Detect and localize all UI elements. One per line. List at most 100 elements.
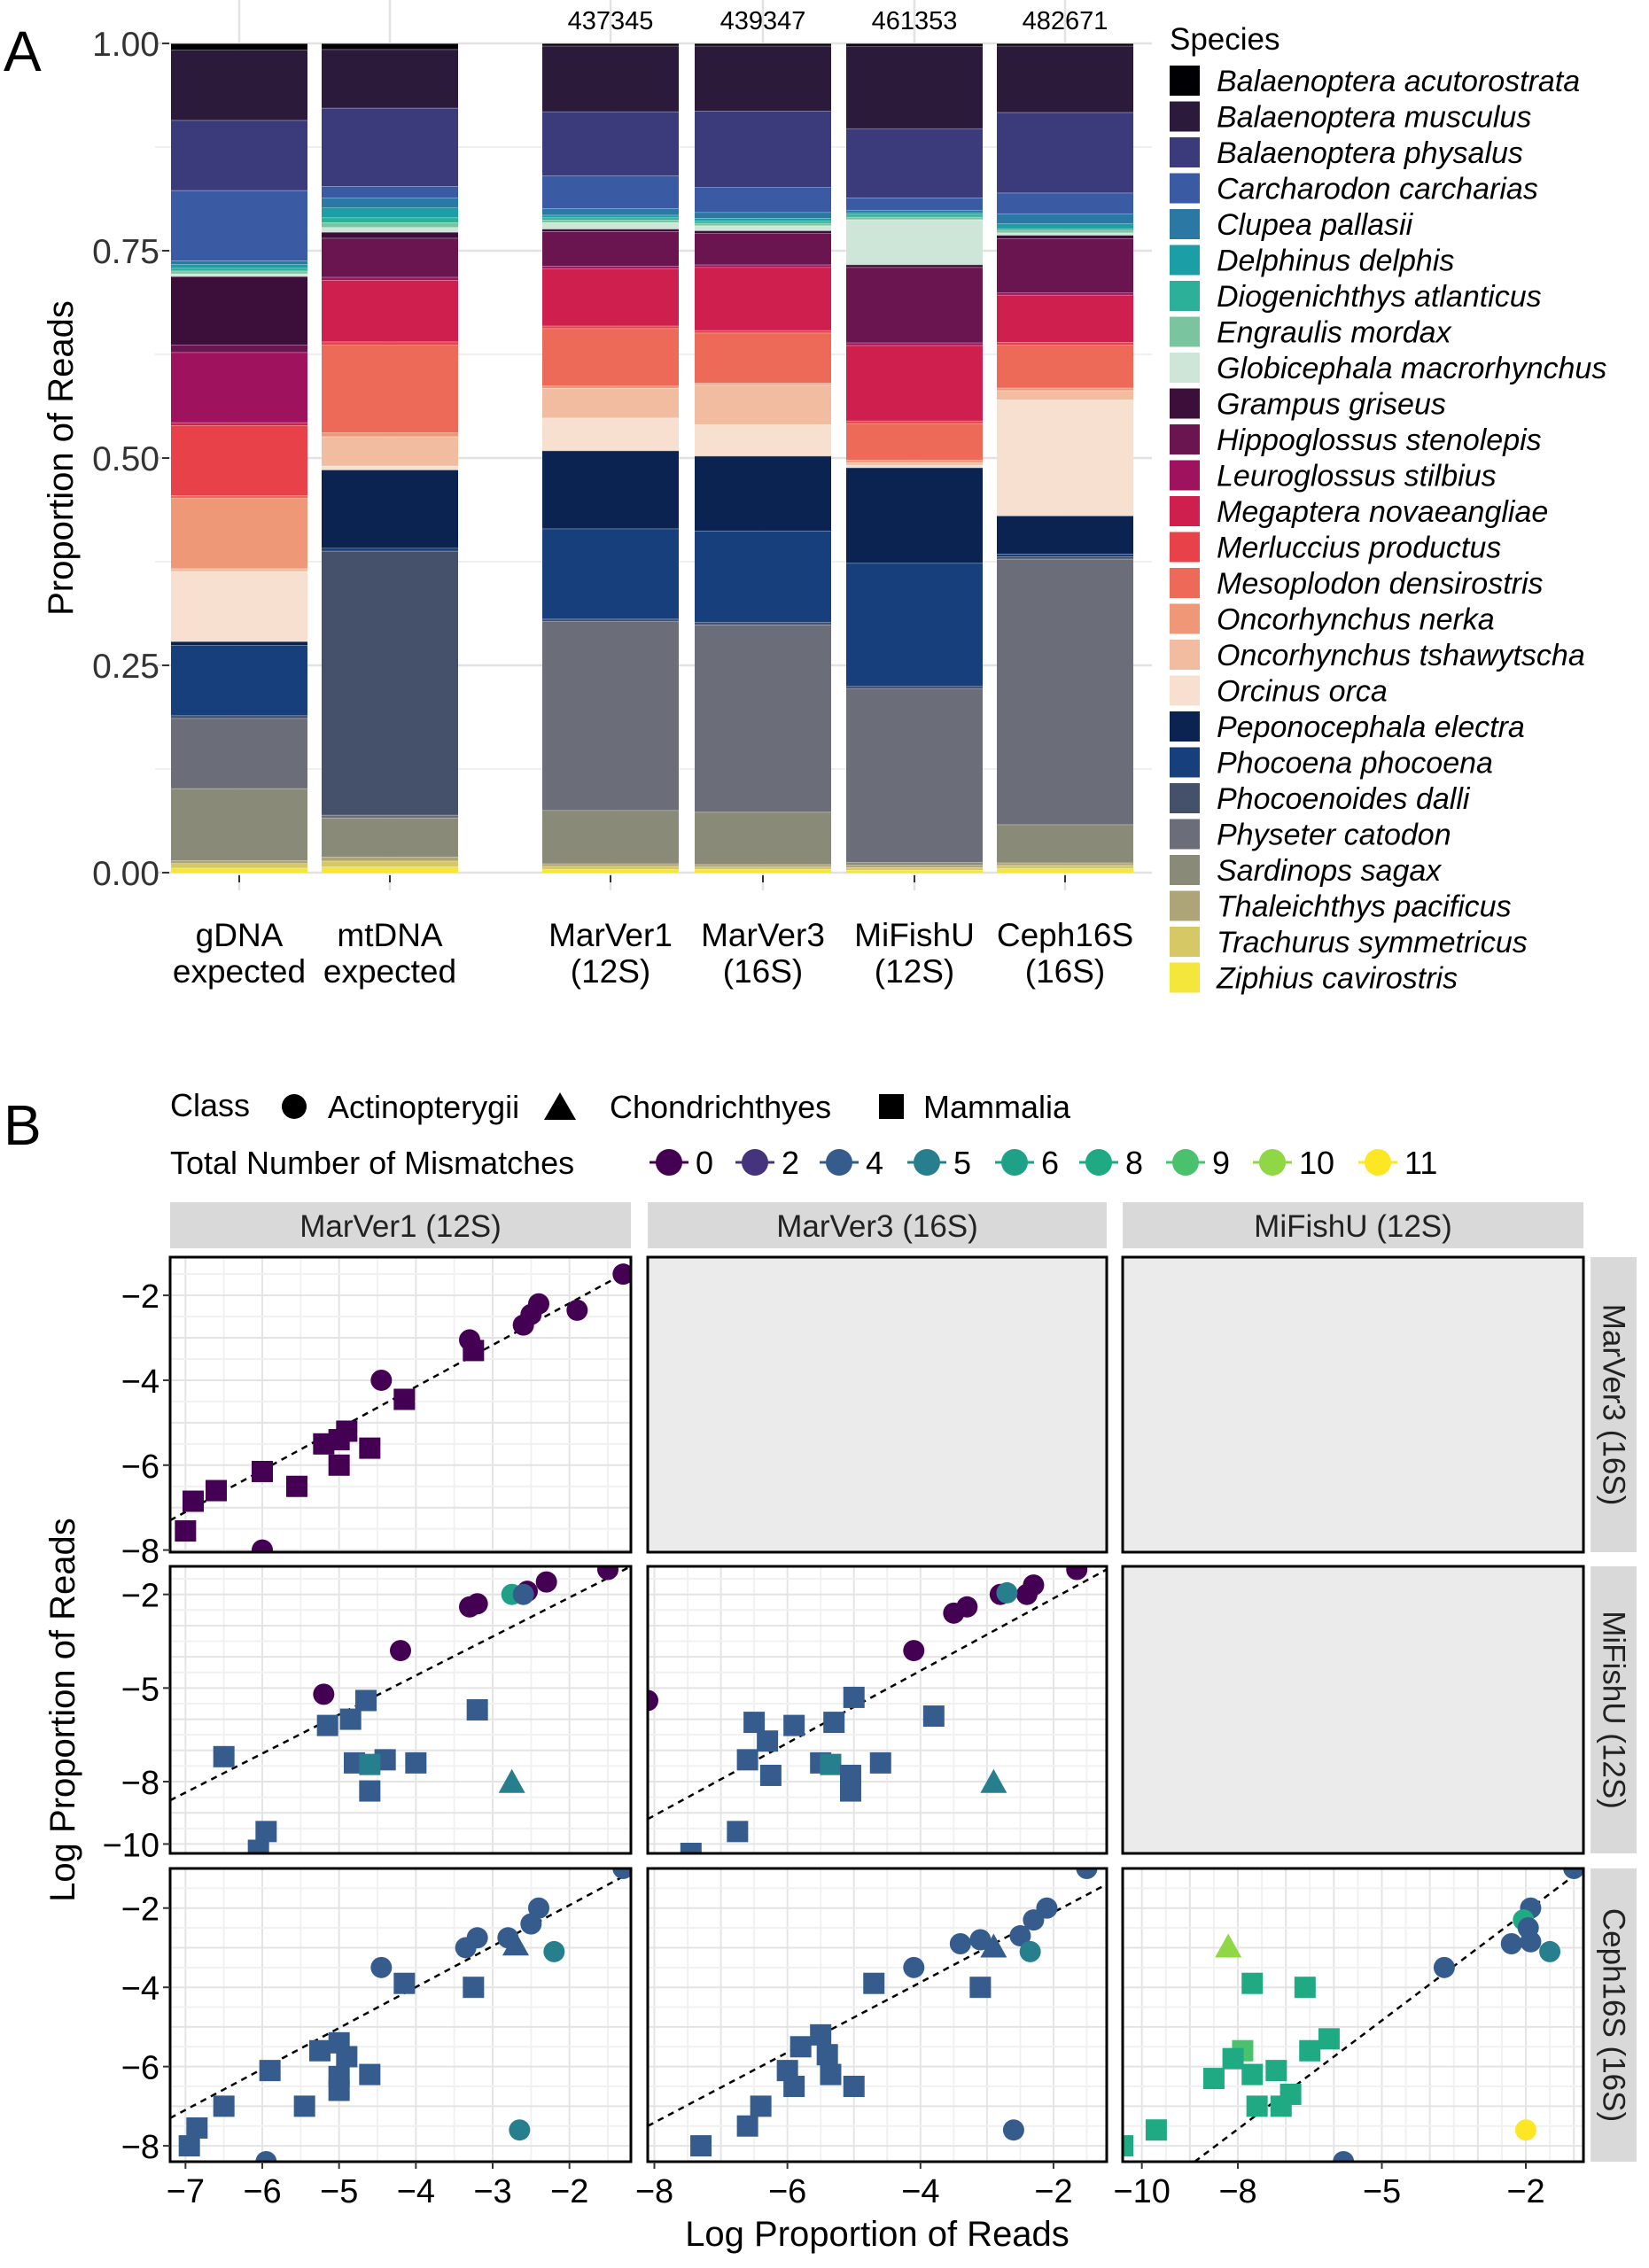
bar-segment [171, 498, 307, 569]
scatter-point-square [1241, 2063, 1264, 2085]
panel-background [648, 1566, 1107, 1853]
bar-segment [171, 50, 307, 120]
mismatch-legend-swatch [656, 1149, 682, 1176]
bar-segment [997, 342, 1133, 346]
bar-segment [542, 220, 679, 223]
scatter-point-triangle [502, 1931, 529, 1956]
x-tick-label: −4 [901, 2173, 939, 2210]
panel-content [170, 1257, 631, 1552]
scatter-point-square [690, 2135, 712, 2157]
x-tick-label: MiFishU [854, 917, 975, 953]
bar-segment [846, 464, 983, 468]
scatter-point-circle [566, 1299, 588, 1321]
bar-segment [322, 49, 458, 108]
bar-segment [846, 420, 983, 423]
legend-label: Hippoglossus stenolepis [1217, 423, 1542, 457]
bar-segment [542, 208, 679, 215]
bar-segment [322, 198, 458, 208]
bar-segment [846, 862, 983, 866]
scatter-point-circle [903, 1640, 925, 1662]
bar-segment [695, 267, 831, 330]
scatter-point-square [286, 1475, 307, 1497]
legend-label: Globicephala macrorhynchus [1217, 352, 1606, 385]
bar-segment [322, 217, 458, 222]
scatter-point-circle [528, 1897, 549, 1919]
bar-segment [846, 209, 983, 213]
facet-strip-label: MarVer1 (12S) [299, 1209, 502, 1244]
mismatch-legend-label: 5 [953, 1145, 971, 1181]
scatter-point-square [259, 2060, 281, 2082]
scatter-point-square [339, 1708, 362, 1730]
bar-segment [997, 238, 1133, 293]
facet-strip-right [1591, 1868, 1637, 2162]
panel-border [1121, 1867, 1585, 2163]
bar-segment [171, 863, 307, 868]
bar-segment [171, 860, 307, 864]
bar-segment [846, 216, 983, 220]
scatter-point-square [743, 1712, 766, 1734]
facet-strip-label: MiFishU (12S) [1597, 1611, 1631, 1809]
class-legend-label: Actinopterygii [328, 1089, 519, 1125]
legend-swatch [1170, 281, 1200, 311]
x-tick-label: −5 [1363, 2173, 1401, 2210]
bar-segment [846, 264, 983, 268]
bar-segment [846, 212, 983, 214]
scatter-point-square [252, 1460, 273, 1482]
scatter-point-circle [1019, 1940, 1041, 1962]
y-tick-label: 0.25 [92, 648, 159, 686]
bar-segment [322, 221, 458, 228]
scatter-point-square [359, 1780, 381, 1802]
scatter-point-circle [996, 1581, 1018, 1604]
panel-content [170, 1868, 631, 2162]
bar-total-label: 461353 [872, 7, 958, 35]
bar-segment [997, 112, 1133, 193]
mismatch-legend-swatch [826, 1149, 852, 1176]
legend-label: Balaenoptera physalus [1217, 136, 1523, 170]
bar-segment [846, 219, 983, 265]
bar-segment [695, 225, 831, 231]
scatter-point-square [922, 1705, 945, 1728]
legend-label: Balaenoptera acutorostrata [1217, 65, 1580, 98]
bar-segment [322, 186, 458, 198]
legend-swatch [1170, 927, 1200, 957]
legend-label: Peponocephala electra [1217, 711, 1525, 744]
bar-segment [846, 345, 983, 421]
scatter-point-circle [512, 1314, 534, 1336]
bar-segment [542, 43, 679, 46]
bar-segment [542, 621, 679, 811]
scatter-point-square [393, 1972, 416, 1994]
scatter-point-square [843, 1686, 865, 1708]
bar-segment [997, 223, 1133, 229]
bar-segment [322, 465, 458, 470]
mismatch-legend-label: 4 [866, 1145, 883, 1181]
scatter-point-square [736, 1749, 758, 1771]
scatter-point-square [1318, 2028, 1340, 2050]
y-tick-label: −8 [121, 2129, 159, 2166]
scatter-point-square [759, 1764, 782, 1786]
bar-segment [997, 235, 1133, 239]
x-tick-label: MarVer3 [701, 917, 825, 953]
y-axis-label: Log Proportion of Reads [43, 1518, 82, 1902]
y-tick-label: −6 [121, 1449, 159, 1486]
bar-segment [997, 229, 1133, 233]
scatter-point-square [293, 2095, 315, 2117]
legend-label: Diogenichthys atlanticus [1217, 280, 1542, 314]
bar-segment [997, 556, 1133, 559]
scatter-point-square [359, 2063, 381, 2085]
bar-segment [171, 276, 307, 346]
bar-segment [542, 45, 679, 112]
bar-segment [171, 270, 307, 274]
bar-segment [542, 268, 679, 326]
legend-swatch [1170, 890, 1200, 921]
bar-segment [846, 686, 983, 689]
bar-segment [997, 862, 1133, 866]
scatter-point-square [750, 2095, 772, 2117]
facet-strip-label: Ceph16S (16S) [1597, 1908, 1631, 2122]
panel-border [168, 1255, 633, 1554]
mismatch-legend-label: 8 [1125, 1145, 1143, 1181]
legend-label: Grampus griseus [1217, 388, 1446, 422]
facet-strip-top [648, 1202, 1107, 1248]
legend-label: Orcinus orca [1217, 675, 1388, 709]
bar-segment [695, 869, 831, 873]
legend-swatch [1170, 316, 1200, 347]
